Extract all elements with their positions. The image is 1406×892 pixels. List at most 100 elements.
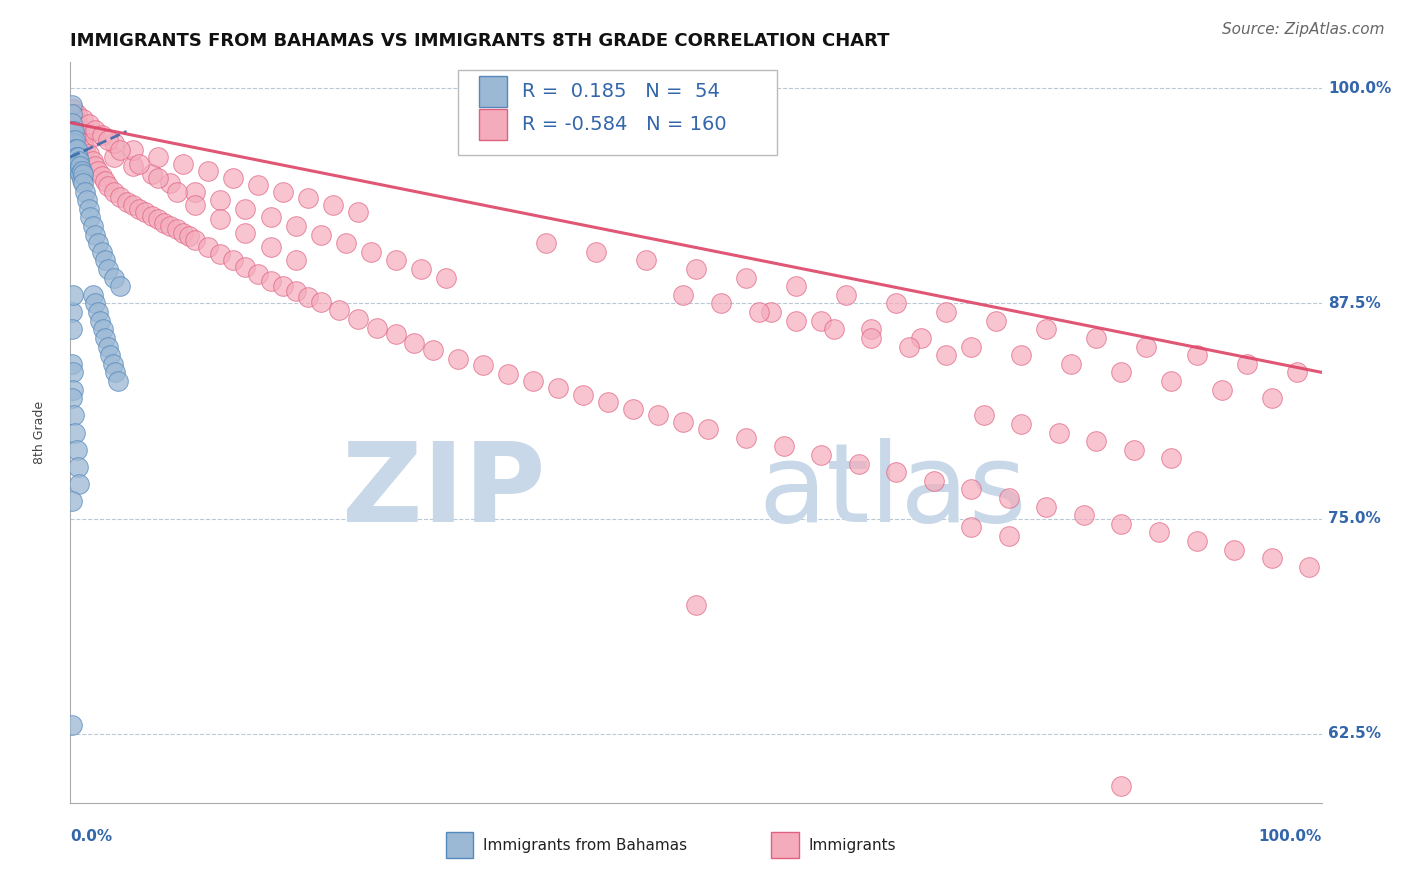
Point [90,169,112,183]
Point [65,133,87,147]
Point [271,279,294,293]
Point [84,159,107,173]
Text: IMMIGRANTS FROM BAHAMAS VS IMMIGRANTS 8TH GRADE CORRELATION CHART: IMMIGRANTS FROM BAHAMAS VS IMMIGRANTS 8T… [70,32,890,50]
Point [209,212,232,227]
Point [159,219,181,233]
Point [884,465,907,479]
Point [1260,551,1282,566]
Point [297,191,319,205]
Point [860,322,883,336]
Point [1035,500,1057,514]
Point [697,422,720,436]
Point [328,303,350,318]
Point [547,381,569,395]
Point [197,164,219,178]
Point [75,185,97,199]
Point [366,320,388,334]
Point [785,279,807,293]
Point [146,150,169,164]
Point [62,150,84,164]
Point [247,178,270,192]
Point [63,124,86,138]
Point [110,143,132,157]
Point [935,348,957,362]
Point [94,331,117,345]
Point [94,253,117,268]
Point [90,244,112,259]
Point [166,222,188,236]
Point [82,153,104,168]
Point [63,136,86,151]
Point [997,491,1019,505]
Point [66,460,89,475]
Point [103,270,125,285]
Text: ZIP: ZIP [343,438,546,545]
Point [146,170,169,185]
Point [62,124,84,138]
Point [97,133,120,147]
Point [121,198,145,212]
Point [60,107,83,121]
Point [107,374,129,388]
Point [62,365,84,379]
Point [1122,442,1144,457]
Point [65,150,87,164]
Point [77,202,100,216]
Point [179,229,201,244]
Point [69,129,91,144]
Point [384,253,406,268]
Point [72,176,94,190]
Point [63,409,86,423]
Point [159,176,181,190]
Point [772,439,794,453]
Point [97,179,120,194]
Bar [770,832,799,858]
Point [1060,357,1083,371]
Point [209,246,232,260]
Point [748,305,770,319]
Point [67,477,90,491]
Point [810,448,832,462]
Point [1185,348,1208,362]
Point [184,233,207,247]
Point [785,314,807,328]
Point [634,253,657,268]
Point [63,146,86,161]
Point [284,253,307,268]
Point [910,331,932,345]
Point [84,129,107,144]
Point [960,339,983,353]
Point [522,374,544,388]
Point [65,142,87,156]
Point [1085,434,1108,449]
Point [922,474,945,488]
Point [1285,365,1308,379]
Point [97,339,120,353]
Point [672,288,695,302]
Point [82,288,104,302]
Text: Source: ZipAtlas.com: Source: ZipAtlas.com [1222,22,1385,37]
Point [835,288,858,302]
Text: atlas: atlas [759,438,1026,545]
Point [60,124,83,138]
Point [810,314,832,328]
Point [84,227,107,242]
Point [67,164,90,178]
Point [146,212,169,227]
Point [62,142,84,156]
Point [60,494,83,508]
Point [935,305,957,319]
Point [297,290,319,304]
Point [63,107,86,121]
Point [60,305,83,319]
Point [110,190,132,204]
Text: 87.5%: 87.5% [1327,296,1381,311]
Text: 0.0%: 0.0% [70,829,112,844]
Point [1160,374,1182,388]
Point [1147,525,1170,540]
Text: R =  0.185   N =  54: R = 0.185 N = 54 [522,82,720,101]
Point [498,367,520,381]
Point [62,102,84,116]
Point [1160,451,1182,466]
Point [1111,365,1133,379]
